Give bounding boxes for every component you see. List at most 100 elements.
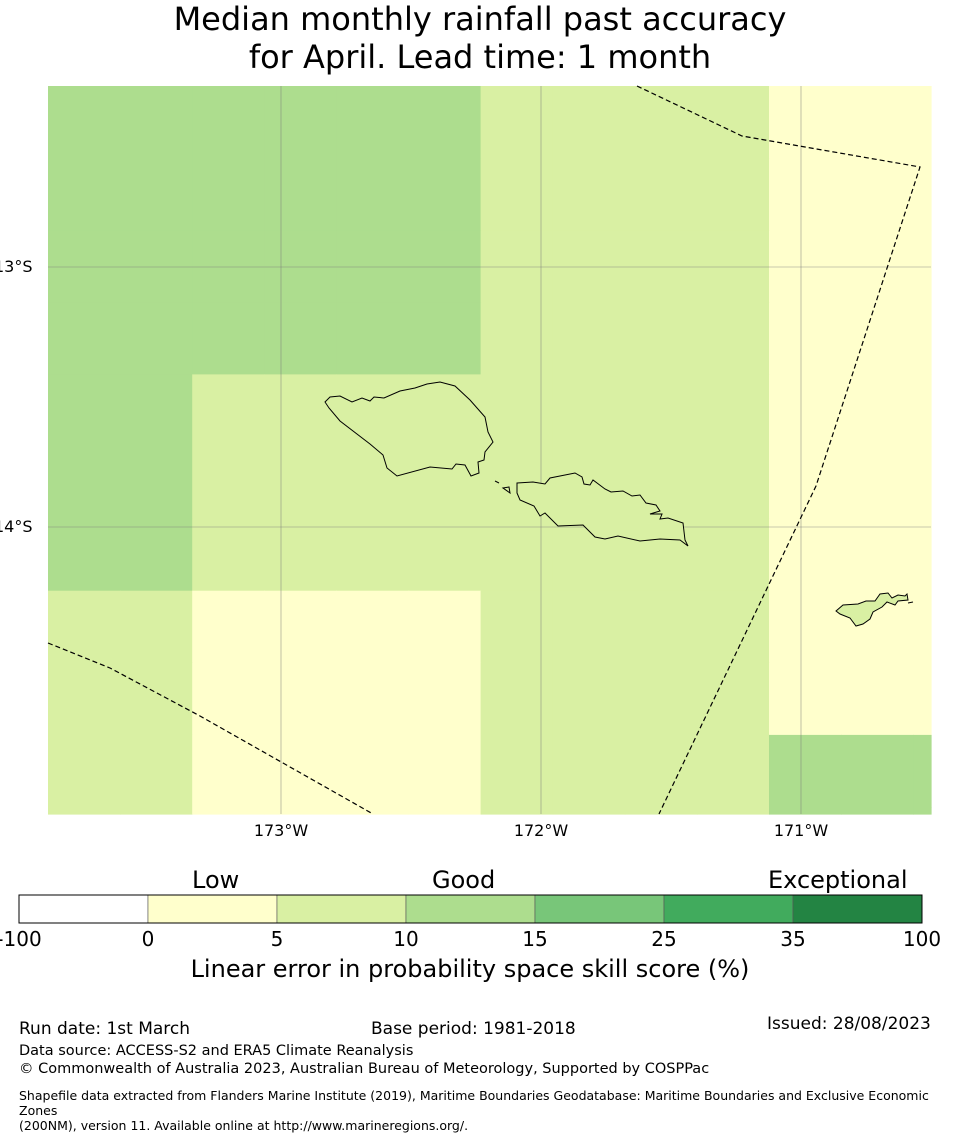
grid-cell [841, 302, 914, 375]
graticule [48, 86, 931, 814]
tick-label: 100 [902, 927, 942, 951]
grid-cell [48, 374, 121, 448]
grid-cell [264, 590, 337, 664]
grid-cell [769, 807, 842, 815]
title-line-1: Median monthly rainfall past accuracy [173, 0, 787, 38]
grid-cell [624, 734, 698, 808]
grid-cell [841, 734, 914, 808]
category-good: Good [432, 866, 496, 894]
grid-cell [552, 590, 626, 664]
grid-cell [120, 158, 193, 231]
grid-cell [192, 446, 265, 520]
grid-cell [120, 662, 193, 736]
grid-cell [913, 230, 932, 303]
grid-cell [408, 590, 482, 664]
grid-cell [264, 807, 337, 815]
grid-cell [913, 590, 932, 664]
lat-label-13s: 13°S [0, 257, 33, 276]
grid-cell [624, 662, 698, 736]
grid-cell [120, 86, 193, 159]
skill-grid [48, 86, 932, 815]
grid-cell [192, 302, 265, 375]
grid-cell [913, 374, 932, 448]
eez-boundary-north [636, 85, 921, 815]
grid-cell [696, 807, 770, 815]
grid-cell [696, 230, 770, 303]
aunuu-island [907, 601, 914, 604]
colorbar-segment [534, 894, 665, 924]
grid-cell [264, 230, 337, 303]
colorbar-segment [405, 894, 536, 924]
land [324, 381, 914, 627]
grid-cell [480, 86, 554, 159]
grid-cell [552, 734, 626, 808]
grid-cell [624, 374, 698, 448]
grid-cell [841, 807, 914, 815]
grid-cell [120, 230, 193, 303]
shapefile-credit-line-1: Shapefile data extracted from Flanders M… [19, 1088, 929, 1118]
grid-cell [336, 662, 410, 736]
tick-label: 5 [270, 927, 284, 951]
grid-cell [192, 590, 265, 664]
grid-cell [120, 446, 193, 520]
grid-cell [696, 302, 770, 375]
copyright: © Commonwealth of Australia 2023, Austra… [19, 1061, 710, 1077]
colorbar-segment [18, 894, 149, 924]
grid-cell [48, 807, 121, 815]
grid-cell [841, 446, 914, 520]
grid-cell [913, 302, 932, 375]
grid-cell [841, 230, 914, 303]
title-line-2: for April. Lead time: 1 month [248, 38, 712, 76]
grid-cell [913, 807, 932, 815]
colorbar-segment [147, 894, 278, 924]
lon-label-171w: 171°W [773, 821, 829, 840]
upolu-island [516, 472, 689, 547]
grid-cell [192, 86, 265, 159]
tick-label: 35 [780, 927, 806, 951]
grid-cell [336, 158, 410, 231]
grid-cell [408, 807, 482, 815]
grid-cell [480, 590, 554, 664]
colorbar-title: Linear error in probability space skill … [190, 955, 750, 983]
grid-cell [769, 518, 842, 592]
grid-cell [841, 518, 914, 592]
colorbar [18, 894, 923, 924]
grid-cell [913, 662, 932, 736]
rainfall-skill-map [47, 85, 932, 815]
category-low: Low [192, 866, 240, 894]
grid-cell [192, 807, 265, 815]
grid-cell [480, 302, 554, 375]
grid-cell [841, 374, 914, 448]
grid-cell [480, 734, 554, 808]
grid-cell [120, 807, 193, 815]
lon-label-173w: 173°W [253, 821, 309, 840]
grid-cell [264, 374, 337, 448]
grid-cell [264, 446, 337, 520]
grid-cell [192, 518, 265, 592]
grid-cell [696, 86, 770, 159]
grid-cell [264, 518, 337, 592]
grid-cell [769, 734, 842, 808]
grid-cell [192, 662, 265, 736]
grid-cell [480, 230, 554, 303]
grid-cell [624, 230, 698, 303]
tick-label: 10 [393, 927, 419, 951]
grid-cell [552, 807, 626, 815]
grid-cell [48, 518, 121, 592]
grid-cell [480, 807, 554, 815]
chart-title: Median monthly rainfall past accuracy fo… [0, 0, 960, 76]
colorbar-segment [663, 894, 794, 924]
grid-cell [120, 374, 193, 448]
grid-cell [841, 662, 914, 736]
grid-cell [769, 86, 842, 159]
tutuila-island [835, 592, 909, 627]
tick-label: 15 [522, 927, 548, 951]
grid-cell [841, 158, 914, 231]
colorbar-segments [18, 894, 923, 924]
grid-cell [48, 662, 121, 736]
grid-cell [192, 374, 265, 448]
grid-cell [264, 734, 337, 808]
tick-label: 0 [141, 927, 155, 951]
grid-cell [480, 158, 554, 231]
eez-boundary-southwest [47, 642, 374, 815]
